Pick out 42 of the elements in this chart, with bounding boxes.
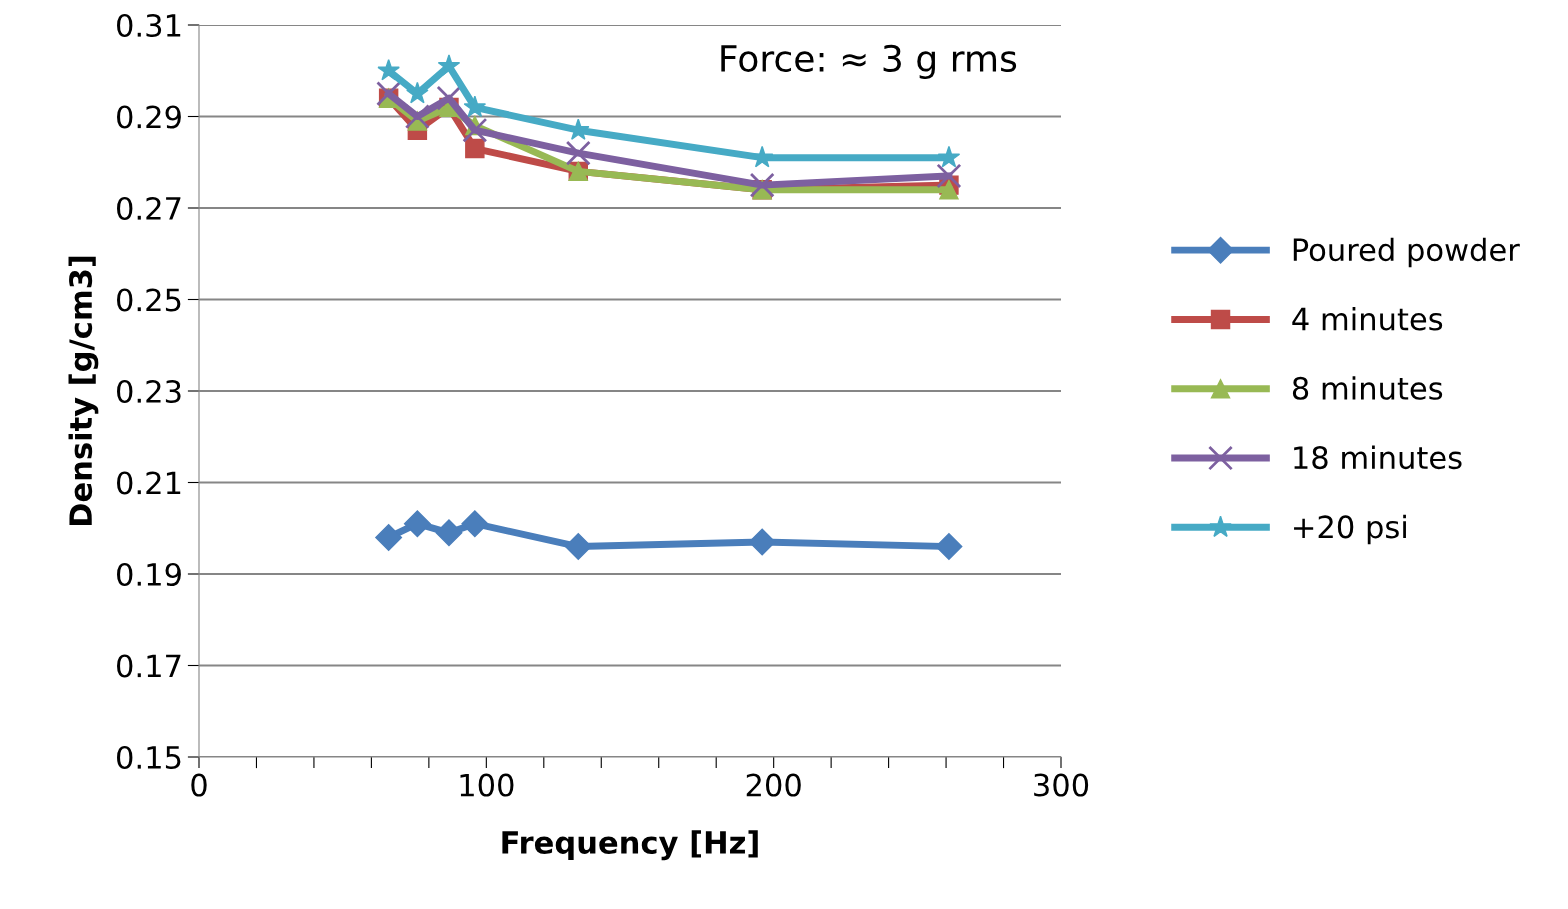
- point: [436, 85, 462, 111]
- point: [377, 58, 400, 81]
- y-tick-label: 0.17: [117, 654, 181, 678]
- y-tick-label: 0.19: [117, 562, 181, 587]
- legend-label: 18 minutes: [1294, 445, 1462, 470]
- point: [465, 138, 485, 159]
- y-tick-label: 0.25: [117, 288, 181, 312]
- annotation: Force: ≈ 3 g rms: [721, 44, 1017, 80]
- point: [748, 528, 776, 556]
- x-tick-label: 300: [1034, 773, 1089, 797]
- legend-label: 4 minutes: [1292, 306, 1443, 331]
- y-tick-label: 0.21: [117, 471, 181, 495]
- point: [461, 510, 489, 538]
- legend-label: Poured powder: [1293, 237, 1520, 268]
- point: [565, 140, 591, 166]
- point: [936, 163, 962, 189]
- point: [375, 523, 403, 551]
- point: [939, 179, 959, 200]
- point: [462, 117, 488, 143]
- y-tick-label: 0.27: [117, 196, 181, 221]
- y-tick-label: 0.15: [117, 745, 181, 770]
- point: [935, 533, 963, 561]
- point: [406, 81, 429, 104]
- point: [937, 145, 961, 168]
- point: [403, 510, 431, 538]
- x-axis-title: Frequency [Hz]: [502, 830, 758, 861]
- point: [564, 533, 592, 561]
- point: [435, 519, 463, 547]
- y-tick-label: 0.31: [117, 13, 181, 38]
- x-tick-label: 200: [746, 773, 801, 797]
- legend-label: 8 minutes: [1292, 376, 1443, 400]
- x-tick-label: 100: [460, 773, 514, 797]
- point: [437, 54, 461, 76]
- y-tick-label: 0.29: [117, 105, 181, 129]
- x-tick-label: 0: [191, 773, 207, 797]
- y-axis-title: Density [g/cm3]: [68, 256, 99, 526]
- point: [463, 95, 487, 118]
- legend-label: +20 psi: [1294, 514, 1406, 545]
- y-tick-label: 0.23: [117, 379, 181, 404]
- point: [376, 81, 402, 107]
- point: [749, 172, 775, 198]
- point: [404, 104, 430, 129]
